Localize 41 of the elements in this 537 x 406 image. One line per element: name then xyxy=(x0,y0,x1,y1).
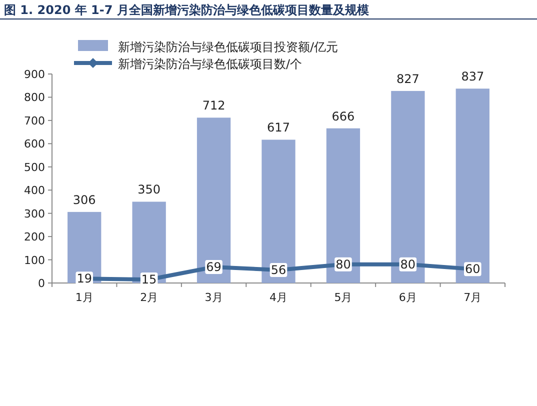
data-label: 837 xyxy=(461,70,484,84)
x-tick-label: 5月 xyxy=(334,291,352,304)
bar xyxy=(262,140,296,283)
data-label: 827 xyxy=(396,72,420,86)
y-tick-label: 300 xyxy=(24,207,45,220)
data-label: 56 xyxy=(270,262,286,277)
y-tick-label: 800 xyxy=(24,91,45,104)
y-tick-label: 600 xyxy=(24,138,45,151)
legend-label: 新增污染防治与绿色低碳项目投资额/亿元 xyxy=(118,40,338,54)
x-tick-label: 4月 xyxy=(270,291,288,304)
chart-title: 图 1. 2020 年 1-7 月全国新增污染防治与绿色低碳项目数量及规模 xyxy=(4,3,369,17)
data-label: 60 xyxy=(465,262,480,276)
data-label: 306 xyxy=(72,192,96,207)
y-tick-label: 500 xyxy=(24,160,45,174)
bar xyxy=(132,202,166,283)
bar xyxy=(391,90,425,283)
data-label: 69 xyxy=(206,260,222,274)
data-label: 80 xyxy=(400,257,416,272)
x-tick-label: 7月 xyxy=(464,291,482,304)
y-tick-label: 0 xyxy=(38,277,45,290)
legend-label: 新增污染防治与绿色低碳项目数/个 xyxy=(118,57,302,71)
data-label: 617 xyxy=(267,120,290,135)
data-label: 80 xyxy=(336,257,351,272)
y-tick-label: 400 xyxy=(24,184,45,198)
y-tick-label: 100 xyxy=(24,254,45,267)
y-tick-label: 900 xyxy=(24,68,45,81)
y-tick-label: 200 xyxy=(24,230,45,244)
bar xyxy=(68,212,102,283)
x-tick-label: 1月 xyxy=(75,291,94,304)
x-tick-label: 6月 xyxy=(398,291,417,304)
bar xyxy=(196,118,231,283)
x-tick-label: 3月 xyxy=(204,291,223,304)
data-label: 712 xyxy=(202,98,226,113)
y-tick-label: 700 xyxy=(24,114,45,128)
bar xyxy=(326,128,360,283)
data-label: 350 xyxy=(138,182,161,197)
data-label: 666 xyxy=(332,109,355,124)
x-tick-label: 2月 xyxy=(140,291,158,304)
data-label: 19 xyxy=(76,272,92,286)
bar xyxy=(456,88,490,283)
data-label: 15 xyxy=(141,272,157,287)
